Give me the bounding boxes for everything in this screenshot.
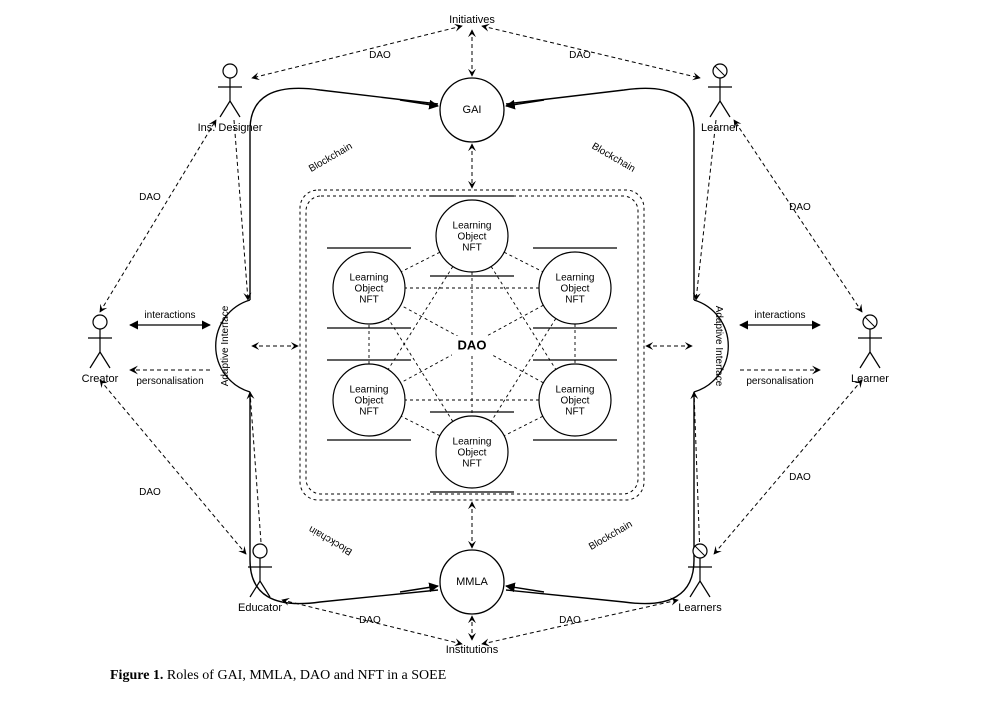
actor-learner-right: Learner (851, 315, 889, 385)
dao-label-rd: DAO (789, 472, 811, 483)
actor-educator: Educator (238, 544, 282, 614)
nft-node: LearningObjectNFT (430, 412, 514, 492)
svg-text:Creator: Creator (82, 373, 119, 385)
diagram-svg: Initiatives Institutions GAI MMLA Adapti… (0, 0, 987, 702)
svg-text:Learning: Learning (556, 385, 595, 396)
blockchain-label-tl: Blockchain (307, 141, 354, 175)
dao-initiatives-learner-tr (482, 26, 700, 78)
figure-caption: Figure 1. Roles of GAI, MMLA, DAO and NF… (110, 668, 446, 684)
creator-personalisation: personalisation (130, 370, 210, 387)
svg-text:Object: Object (355, 284, 384, 295)
dao-center-label: DAO (458, 337, 487, 352)
nft-node: LearningObjectNFT (533, 360, 617, 440)
dao-label-bl: DAO (359, 615, 381, 626)
actor-learners-bottom-right: Learners (678, 544, 722, 614)
dao-creator-educator (100, 380, 246, 554)
actor-creator: Creator (82, 315, 119, 385)
svg-text:NFT: NFT (565, 295, 584, 306)
svg-text:Adaptive Interface: Adaptive Interface (713, 306, 724, 387)
dao-label-tl: DAO (369, 50, 391, 61)
creator-interactions: interactions (130, 310, 210, 325)
svg-text:Learning: Learning (350, 273, 389, 284)
svg-text:NFT: NFT (462, 243, 481, 254)
dao-label-tr: DAO (569, 50, 591, 61)
adaptive-interface-left: Adaptive Interface (216, 300, 250, 392)
svg-text:Learner: Learner (701, 122, 739, 134)
institutions-label: Institutions (446, 644, 499, 656)
figure-caption-rest: Roles of GAI, MMLA, DAO and NFT in a SOE… (163, 668, 446, 683)
svg-text:interactions: interactions (144, 310, 195, 321)
svg-text:Educator: Educator (238, 602, 282, 614)
svg-text:Object: Object (355, 396, 384, 407)
blockchain-label-tr: Blockchain (590, 141, 637, 175)
learner-personalisation: personalisation (740, 370, 820, 387)
svg-text:Object: Object (561, 396, 590, 407)
svg-text:Object: Object (561, 284, 590, 295)
actor-ins-designer: Ins. Designer (198, 64, 263, 134)
svg-text:Object: Object (458, 232, 487, 243)
svg-text:interactions: interactions (754, 310, 805, 321)
nft-node: LearningObjectNFT (327, 360, 411, 440)
dao-label-lu: DAO (139, 192, 161, 203)
svg-text:Learning: Learning (556, 273, 595, 284)
actor-learner-top-right: Learner (701, 64, 739, 134)
dao-learnerr-learners-br (714, 380, 862, 554)
svg-text:NFT: NFT (462, 459, 481, 470)
initiatives-label: Initiatives (449, 14, 495, 26)
learner-interactions: interactions (740, 310, 820, 325)
nft-node: LearningObjectNFT (327, 248, 411, 328)
dao-initiatives-insdesigner (252, 26, 462, 78)
blockchain-label-bl: Blockchain (307, 523, 354, 557)
svg-text:MMLA: MMLA (456, 576, 488, 588)
svg-text:Learning: Learning (453, 221, 492, 232)
svg-text:personalisation: personalisation (136, 376, 203, 387)
nft-node: LearningObjectNFT (430, 196, 514, 276)
dao-creator-insdesigner (100, 120, 216, 312)
dao-learnerr-learner-tr (734, 120, 862, 312)
figure-caption-bold: Figure 1. (110, 668, 163, 683)
svg-text:Learning: Learning (453, 437, 492, 448)
svg-text:Learning: Learning (350, 385, 389, 396)
svg-text:GAI: GAI (463, 104, 482, 116)
svg-text:NFT: NFT (359, 295, 378, 306)
diagram-stage: Initiatives Institutions GAI MMLA Adapti… (0, 0, 987, 702)
mmla-node: MMLA (440, 550, 504, 614)
svg-text:Ins. Designer: Ins. Designer (198, 122, 263, 134)
adaptive-interface-right: Adaptive Interface (694, 300, 728, 392)
blockchain-label-br: Blockchain (587, 519, 634, 553)
gai-node: GAI (440, 78, 504, 142)
nft-node: LearningObjectNFT (533, 248, 617, 328)
svg-text:Learners: Learners (678, 602, 722, 614)
dao-label-ld: DAO (139, 487, 161, 498)
dao-label-br: DAO (559, 615, 581, 626)
svg-text:Adaptive Interface: Adaptive Interface (220, 305, 231, 386)
dao-label-ru: DAO (789, 202, 811, 213)
svg-text:NFT: NFT (565, 407, 584, 418)
svg-text:personalisation: personalisation (746, 376, 813, 387)
svg-text:Object: Object (458, 448, 487, 459)
svg-text:NFT: NFT (359, 407, 378, 418)
svg-text:Learner: Learner (851, 373, 889, 385)
